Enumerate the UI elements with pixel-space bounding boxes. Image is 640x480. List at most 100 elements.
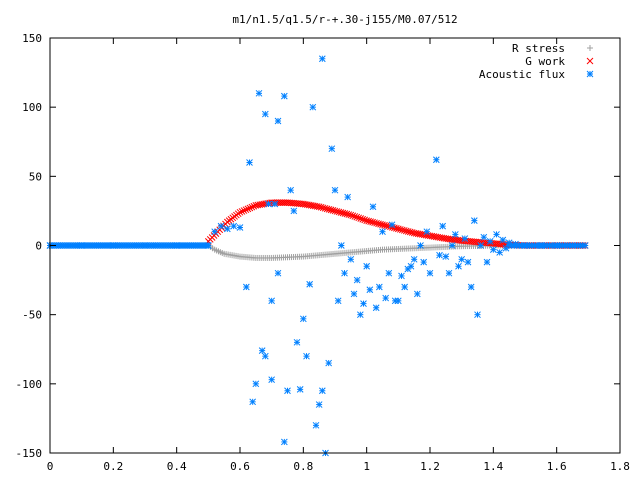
data-point-g-work [337,209,345,216]
x-tick-label: 1.2 [420,460,440,473]
data-point-acoustic-flux [315,401,323,408]
data-point-g-work [402,227,410,235]
data-point-acoustic-flux [265,200,272,208]
data-point-g-work [396,226,404,233]
data-point-acoustic-flux [455,262,462,270]
data-point-g-work [331,207,339,215]
y-tick-label: 0 [35,240,42,253]
data-point-acoustic-flux [261,352,269,360]
data-point-acoustic-flux [407,262,415,270]
data-point-acoustic-flux [252,380,260,388]
data-point-acoustic-flux [347,255,355,263]
data-point-acoustic-flux [293,338,301,346]
data-point-acoustic-flux [363,262,371,270]
data-point-acoustic-flux [372,304,380,312]
data-point-acoustic-flux [432,156,440,164]
data-point-acoustic-flux [379,228,386,236]
data-point-acoustic-flux [204,242,212,249]
data-point-g-work [357,215,365,222]
data-point-acoustic-flux [394,297,402,305]
data-point-acoustic-flux [268,376,276,384]
data-point-g-work [359,215,367,223]
y-tick-label: 100 [22,101,42,114]
data-point-acoustic-flux [312,421,320,429]
data-point-acoustic-flux [385,269,393,277]
data-point-g-work [398,226,406,234]
y-tick-label: -100 [16,378,43,391]
data-point-g-work [349,212,357,220]
data-point-acoustic-flux [366,286,374,294]
data-point-acoustic-flux [417,242,424,249]
x-tick-label: 1.6 [547,460,567,473]
data-point-g-work [355,214,363,222]
data-point-g-work [347,211,355,219]
x-tick-label: 0.4 [167,460,187,473]
data-point-acoustic-flux [464,258,472,266]
data-point-acoustic-flux [458,255,466,263]
data-point-g-work [375,220,382,228]
data-point-g-work [343,210,351,218]
data-point-acoustic-flux [211,228,219,236]
data-point-acoustic-flux [489,246,497,254]
data-point-acoustic-flux [331,186,339,194]
legend-marker-r-stress [587,45,593,51]
data-point-acoustic-flux [579,242,586,249]
data-point-acoustic-flux [261,110,269,118]
y-tick-label: 150 [22,32,42,45]
data-point-acoustic-flux [242,283,250,291]
data-point-g-work [339,209,347,217]
x-tick-label: 1.8 [610,460,630,473]
data-point-acoustic-flux [480,233,488,241]
y-tick-label: -50 [22,309,42,322]
data-point-acoustic-flux [334,297,342,305]
data-point-g-work [400,227,408,234]
data-point-g-work [394,225,402,233]
data-point-acoustic-flux [274,269,282,277]
x-tick-label: 1.4 [483,460,503,473]
data-point-g-work [244,205,252,213]
chart-title: m1/n1.5/q1.5/r-+.30-j155/M0.07/512 [232,13,457,26]
data-point-g-work [393,225,400,232]
data-point-g-work [351,213,359,220]
data-point-acoustic-flux [486,237,494,245]
data-point-acoustic-flux [271,200,279,208]
data-point-g-work [408,229,416,236]
data-point-acoustic-flux [496,249,504,256]
data-point-g-work [238,208,246,215]
data-point-g-work [363,217,371,224]
data-point-acoustic-flux [470,217,478,224]
data-point-g-work [329,207,337,214]
data-point-acoustic-flux [290,207,298,215]
data-point-g-work [327,206,335,214]
legend-marker-g-work [586,57,594,65]
series-acoustic-flux [46,55,589,457]
data-point-acoustic-flux [451,231,459,238]
x-tick-label: 0 [47,460,54,473]
data-point-acoustic-flux [360,300,367,307]
data-point-acoustic-flux [439,222,447,230]
data-point-g-work [345,211,353,218]
data-point-g-work [377,220,384,228]
data-point-acoustic-flux [350,290,358,298]
data-point-acoustic-flux [230,222,238,230]
legend-label-acoustic-flux: Acoustic flux [479,68,565,81]
data-point-acoustic-flux [306,280,314,288]
data-point-acoustic-flux [268,297,276,305]
data-point-g-work [381,221,388,229]
data-point-acoustic-flux [309,103,317,111]
data-point-acoustic-flux [423,228,431,236]
legend-label-r-stress: R stress [512,42,565,55]
data-point-g-work [317,203,325,211]
data-point-acoustic-flux [356,311,364,319]
data-point-acoustic-flux [287,186,295,194]
data-point-acoustic-flux [483,258,491,266]
data-point-acoustic-flux [391,297,399,305]
data-point-g-work [367,218,374,225]
data-point-acoustic-flux [299,315,307,323]
data-point-g-work [240,207,248,214]
data-point-g-work [406,228,414,236]
data-point-acoustic-flux [436,251,443,259]
data-point-acoustic-flux [445,269,453,277]
data-point-acoustic-flux [341,269,348,277]
data-point-g-work [333,208,341,215]
